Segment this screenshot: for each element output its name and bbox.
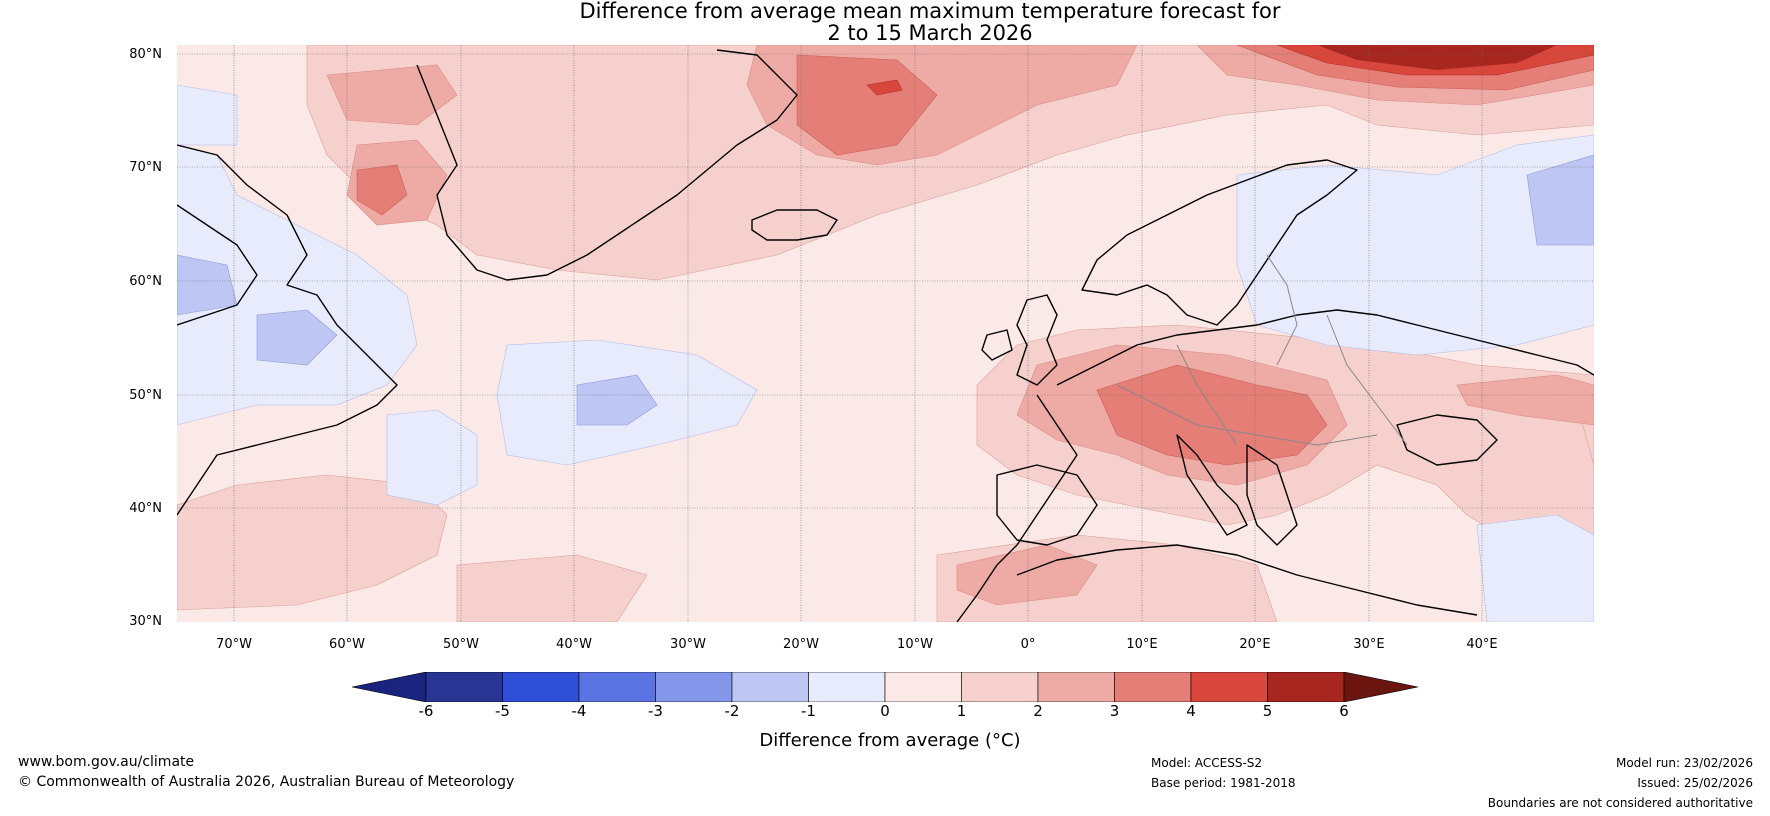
colorbar-segment: [731, 671, 809, 703]
colorbar-extend-low: [351, 671, 427, 703]
lon-label: 30°E: [1353, 637, 1385, 652]
colorbar: [351, 671, 1419, 703]
colorbar-segment: [808, 671, 886, 703]
map-title-line1: Difference from average mean maximum tem…: [579, 0, 1281, 23]
colorbar-extend-high: [1343, 671, 1419, 703]
lon-label: 10°W: [897, 637, 933, 652]
lat-label: 40°N: [129, 501, 162, 516]
coastlines: [177, 49, 1594, 622]
temperature-anomaly-map: [177, 45, 1594, 622]
footer-disclaimer: Boundaries are not considered authoritat…: [1487, 796, 1753, 810]
colorbar-tick-label: 4: [1186, 702, 1196, 720]
colorbar-tick-label: -4: [571, 702, 587, 720]
colorbar-tick-label: 0: [880, 702, 890, 720]
colorbar-tick-label: 5: [1262, 702, 1273, 720]
lon-label: 40°E: [1466, 637, 1498, 652]
colorbar-tick-label: -6: [418, 702, 434, 720]
colorbar-segment: [1037, 671, 1115, 703]
lon-label: 20°E: [1239, 637, 1271, 652]
colorbar-tick-label: -2: [724, 702, 740, 720]
lon-label: 20°W: [783, 637, 819, 652]
lon-label: 70°W: [216, 637, 252, 652]
colorbar-tick-label: 3: [1109, 702, 1120, 720]
footer-model-run: Model run: 23/02/2026: [1615, 756, 1753, 770]
colorbar-label: Difference from average (°C): [759, 730, 1021, 751]
lon-label: 30°W: [670, 637, 706, 652]
lon-label: 10°E: [1126, 637, 1158, 652]
colorbar-tick-label: 1: [956, 702, 967, 720]
lat-label: 80°N: [129, 47, 162, 62]
colorbar-segment: [655, 671, 733, 703]
colorbar-segment: [425, 671, 503, 703]
colorbar-tick-label: -1: [801, 702, 816, 720]
colorbar-tick-label: 6: [1339, 702, 1349, 720]
colorbar-segment: [884, 671, 962, 703]
country-borders: [1116, 254, 1408, 446]
graticule-lines: [177, 45, 1594, 622]
colorbar-segment: [1267, 671, 1345, 703]
lon-label: 50°W: [443, 637, 479, 652]
lat-label: 70°N: [129, 160, 162, 175]
anomaly-neg1-to-0-regions: [177, 84, 1594, 622]
colorbar-segment: [578, 671, 656, 703]
colorbar-segment: [502, 671, 580, 703]
colorbar-tick-label: -5: [495, 702, 510, 720]
map-title-line2: 2 to 15 March 2026: [827, 21, 1033, 45]
anomaly-neg2-to-neg1-regions: [177, 154, 1594, 426]
footer-base-period: Base period: 1981-2018: [1151, 776, 1296, 790]
colorbar-tick-label: 2: [1033, 702, 1043, 720]
colorbar-segment: [1190, 671, 1268, 703]
footer-copyright: © Commonwealth of Australia 2026, Austra…: [18, 774, 515, 790]
footer-url: www.bom.gov.au/climate: [18, 754, 195, 770]
lon-label: 0°: [1020, 637, 1036, 652]
footer-issued: Issued: 25/02/2026: [1637, 776, 1753, 790]
lat-label: 50°N: [129, 388, 162, 403]
colorbar-segment: [1114, 671, 1192, 703]
colorbar-tick-label: -3: [648, 702, 663, 720]
lat-label: 30°N: [129, 614, 162, 629]
footer-model: Model: ACCESS-S2: [1151, 756, 1263, 770]
anomaly-5-to-6-regions: [1317, 45, 1557, 70]
lon-label: 60°W: [329, 637, 365, 652]
lat-label: 60°N: [129, 274, 162, 289]
colorbar-segment: [961, 671, 1039, 703]
lon-label: 40°W: [556, 637, 592, 652]
